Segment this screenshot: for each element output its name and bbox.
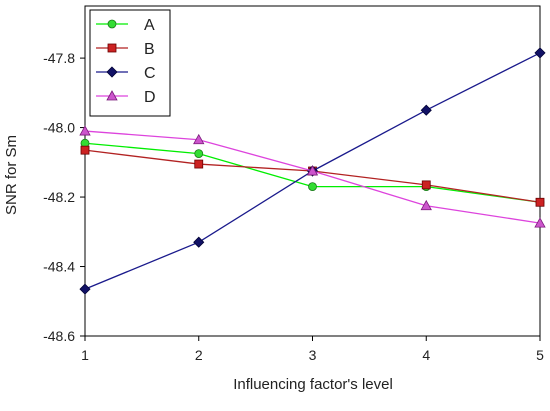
legend-box — [89, 9, 171, 117]
legend-label-d: D — [144, 89, 156, 106]
axes: 1 2 3 4 5 -48.6 -48.4 -48.2 -48.0 -47.8 — [43, 5, 544, 363]
legend-marker-d — [106, 90, 118, 101]
data-point-d — [306, 165, 319, 176]
data-point-a — [194, 149, 204, 159]
series-group — [79, 47, 546, 295]
x-tick-label: 4 — [422, 347, 430, 363]
data-point-a — [308, 182, 317, 192]
data-point-b — [80, 145, 90, 155]
y-tick-label: -48.6 — [43, 328, 75, 344]
legend-marker-c — [106, 66, 118, 78]
series-d — [79, 125, 546, 228]
x-tick-label: 5 — [536, 347, 544, 363]
data-point-c — [193, 236, 205, 248]
x-tick-label: 1 — [81, 347, 89, 363]
data-point-d — [79, 125, 91, 136]
y-axis-label: SNR for Sm — [3, 135, 20, 215]
series-a — [80, 138, 545, 207]
series-line-d — [84, 130, 541, 224]
y-tick-label: -48.2 — [43, 189, 75, 205]
x-tick-label: 2 — [195, 347, 203, 363]
data-point-d — [534, 217, 546, 228]
data-point-b — [421, 180, 431, 190]
legend-label-b: B — [144, 41, 155, 58]
data-point-c — [420, 104, 432, 116]
data-point-c — [534, 47, 546, 59]
legend-label-a: A — [144, 17, 155, 34]
legend-marker-a — [107, 19, 117, 29]
legend-label-c: C — [144, 65, 156, 82]
x-axis-label: Influencing factor's level — [233, 376, 393, 393]
data-point-b — [535, 197, 545, 207]
y-tick-label: -48.4 — [43, 259, 75, 275]
data-point-c — [79, 283, 91, 295]
legend-marker-b — [107, 43, 117, 53]
data-point-d — [193, 133, 205, 145]
data-point-b — [194, 159, 204, 169]
data-point-d — [420, 199, 432, 211]
y-tick-label: -47.8 — [43, 50, 75, 66]
x-tick-label: 3 — [309, 347, 317, 363]
y-tick-label: -48.0 — [43, 120, 75, 136]
